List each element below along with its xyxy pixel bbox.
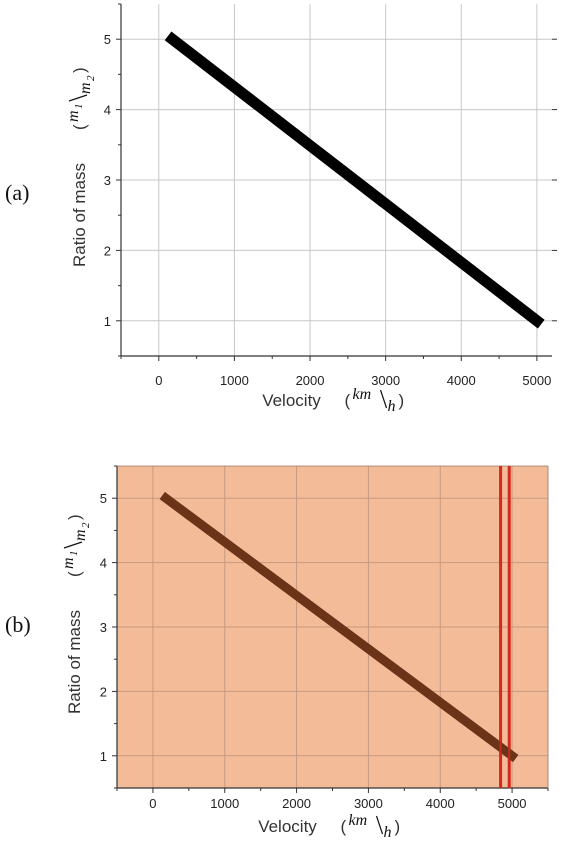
y-unit-numerator-sub: 1	[68, 551, 80, 557]
x-tick-label: 2000	[282, 796, 311, 811]
y-unit-paren-open: (	[70, 124, 89, 130]
x-tick-label: 1000	[210, 796, 239, 811]
x-unit-denominator: h	[384, 824, 392, 841]
x-tick-label: 5000	[522, 373, 551, 388]
y-unit-denominator-sub: 2	[85, 75, 97, 81]
y-unit-denominator: m	[72, 529, 89, 541]
series-line	[159, 491, 519, 763]
y-tick-label: 4	[104, 103, 111, 118]
y-unit-numerator: m	[65, 110, 82, 122]
y-unit-slash	[63, 541, 83, 549]
x-unit-paren-open: (	[345, 391, 351, 410]
x-tick-label: 3000	[354, 796, 383, 811]
y-unit-slash	[68, 94, 88, 102]
x-tick-label: 4000	[447, 373, 476, 388]
x-tick-label: 2000	[296, 373, 325, 388]
x-axis-title: Velocity	[258, 817, 317, 836]
y-unit-numerator: m	[60, 557, 77, 569]
y-unit-numerator-sub: 1	[73, 104, 85, 110]
x-unit-slash	[375, 815, 384, 835]
x-tick-label: 3000	[371, 373, 400, 388]
y-tick-label: 5	[104, 32, 111, 47]
series-line	[164, 31, 545, 329]
y-axis-title: Ratio of mass	[70, 163, 89, 267]
y-unit-denominator: m	[77, 82, 94, 94]
x-tick-label: 0	[149, 796, 156, 811]
panel-label: (a)	[5, 180, 29, 205]
y-tick-label: 4	[100, 556, 107, 571]
y-unit-paren-close: )	[65, 514, 84, 520]
x-unit-numerator: km	[349, 812, 368, 829]
x-tick-label: 4000	[426, 796, 455, 811]
y-tick-label: 5	[100, 491, 107, 506]
y-tick-label: 3	[104, 173, 111, 188]
x-axis-unit: (kmh)	[345, 386, 405, 415]
x-unit-paren-open: (	[341, 817, 347, 836]
x-axis-title: Velocity	[262, 391, 321, 410]
chart-panel-1: (b)0 1000 2000 3000 4000 500012345Velocity(km…	[5, 465, 549, 841]
y-tick-label: 2	[100, 684, 107, 699]
x-unit-paren-close: )	[395, 817, 401, 836]
y-unit-denominator-sub: 2	[80, 522, 92, 528]
y-unit-paren-close: )	[70, 67, 89, 73]
chart-panel-0: (a)0 1000 2000 3000 4000 500012345Velocity(km…	[5, 3, 557, 415]
y-tick-label: 1	[104, 314, 111, 329]
x-axis-unit: (kmh)	[341, 812, 401, 841]
panel-label: (b)	[5, 612, 31, 637]
x-tick-label: 1000	[220, 373, 249, 388]
x-tick-label: 0	[155, 373, 162, 388]
y-tick-label: 1	[100, 749, 107, 764]
x-unit-numerator: km	[353, 386, 372, 403]
y-unit-paren-open: (	[65, 571, 84, 577]
x-unit-paren-close: )	[399, 391, 405, 410]
y-tick-label: 3	[100, 620, 107, 635]
x-tick-label: 5000	[498, 796, 527, 811]
x-unit-denominator: h	[388, 398, 396, 415]
y-tick-label: 2	[104, 243, 111, 258]
x-unit-slash	[379, 389, 388, 409]
y-axis-title: Ratio of mass	[65, 610, 84, 714]
